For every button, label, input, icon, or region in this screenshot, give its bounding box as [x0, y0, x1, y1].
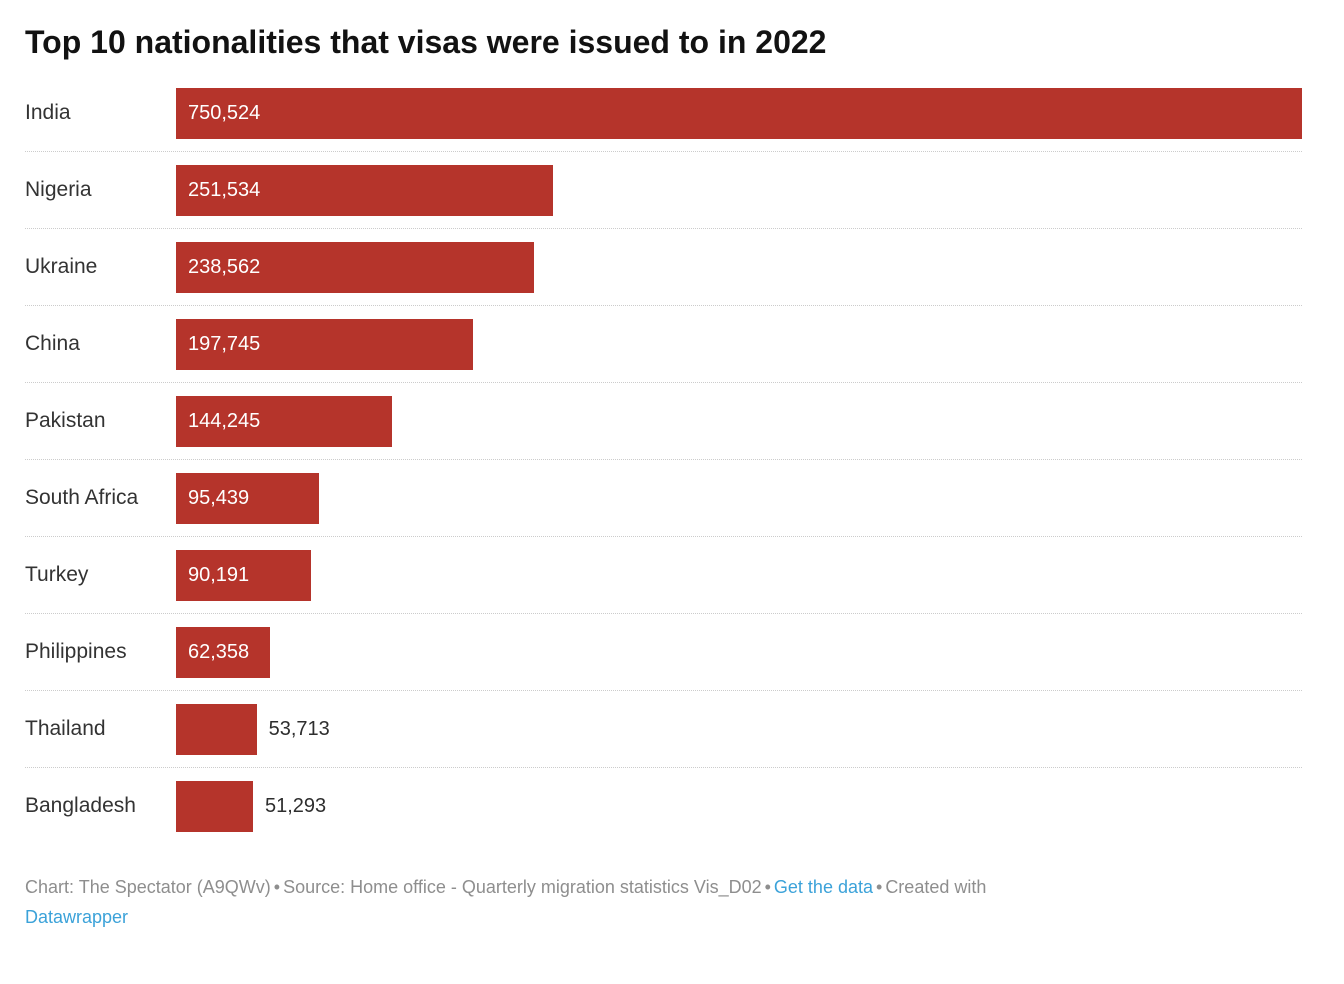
chart-title: Top 10 nationalities that visas were iss…	[25, 24, 827, 60]
bullet-separator: •	[876, 877, 883, 897]
chart-row: Turkey 90,191	[25, 537, 1302, 614]
value-label: 53,713	[268, 717, 330, 740]
chart-row: Ukraine 238,562	[25, 229, 1302, 306]
chart-row: China 197,745	[25, 306, 1302, 383]
chart-footer: Chart: The Spectator (A9QWv) • Source: Hom…	[25, 872, 1302, 932]
bar	[176, 703, 257, 755]
chart-row: Nigeria 251,534	[25, 152, 1302, 229]
category-label: China	[25, 332, 80, 355]
category-label: Philippines	[25, 640, 127, 663]
chart-row: Pakistan 144,245	[25, 383, 1302, 460]
chart-row: Thailand 53,713	[25, 691, 1302, 768]
category-label: Bangladesh	[25, 794, 136, 817]
category-label: South Africa	[25, 486, 139, 509]
bar-track: 51,293	[176, 780, 1302, 832]
bar-track: 90,191	[176, 549, 1302, 601]
chart-row: India 750,524	[25, 75, 1302, 152]
value-label: 144,245	[188, 409, 261, 432]
bar	[176, 318, 473, 370]
chart-credit-text: Chart: The Spectator (A9QWv)	[25, 877, 271, 897]
created-with-text: Created with	[885, 877, 987, 897]
bar	[176, 241, 534, 293]
value-label: 90,191	[188, 563, 250, 586]
chart-row: South Africa 95,439	[25, 460, 1302, 537]
bar	[176, 626, 270, 678]
value-label: 62,358	[188, 640, 250, 663]
category-label: Ukraine	[25, 255, 98, 278]
bar	[176, 549, 312, 601]
bar-track: 144,245	[176, 395, 1302, 447]
value-label: 197,745	[188, 332, 261, 355]
source-text: Source: Home office - Quarterly migratio…	[283, 877, 762, 897]
category-label: Turkey	[25, 563, 89, 586]
bar-track: 750,524	[176, 87, 1302, 139]
bar-chart: India 750,524 Nigeria 251,534 Ukraine 238,562…	[25, 75, 1302, 844]
chart-row: Philippines 62,358	[25, 614, 1302, 691]
bar-track: 53,713	[176, 703, 1302, 755]
category-label: Nigeria	[25, 178, 92, 201]
bar-track: 62,358	[176, 626, 1302, 678]
chart-row: Bangladesh 51,293	[25, 768, 1302, 844]
bar	[176, 87, 1302, 139]
datawrapper-link[interactable]: Datawrapper	[25, 907, 129, 927]
bar-track: 238,562	[176, 241, 1302, 293]
get-the-data-link[interactable]: Get the data	[773, 877, 873, 897]
value-label: 238,562	[188, 255, 261, 278]
value-label: 750,524	[188, 101, 261, 124]
value-label: 51,293	[264, 794, 327, 817]
bar	[176, 164, 554, 216]
category-label: Thailand	[25, 717, 106, 740]
bar	[176, 472, 320, 524]
bullet-separator: •	[273, 877, 281, 897]
bar-track: 197,745	[176, 318, 1302, 370]
bar-track: 251,534	[176, 164, 1302, 216]
category-label: Pakistan	[25, 409, 106, 432]
bar-track: 95,439	[176, 472, 1302, 524]
value-label: 95,439	[188, 486, 250, 509]
bullet-separator: •	[764, 877, 771, 897]
value-label: 251,534	[188, 178, 261, 201]
chart-container: Top 10 nationalities that visas were iss…	[0, 22, 1344, 932]
category-label: India	[25, 101, 71, 124]
bar	[176, 395, 393, 447]
bar	[176, 780, 253, 832]
